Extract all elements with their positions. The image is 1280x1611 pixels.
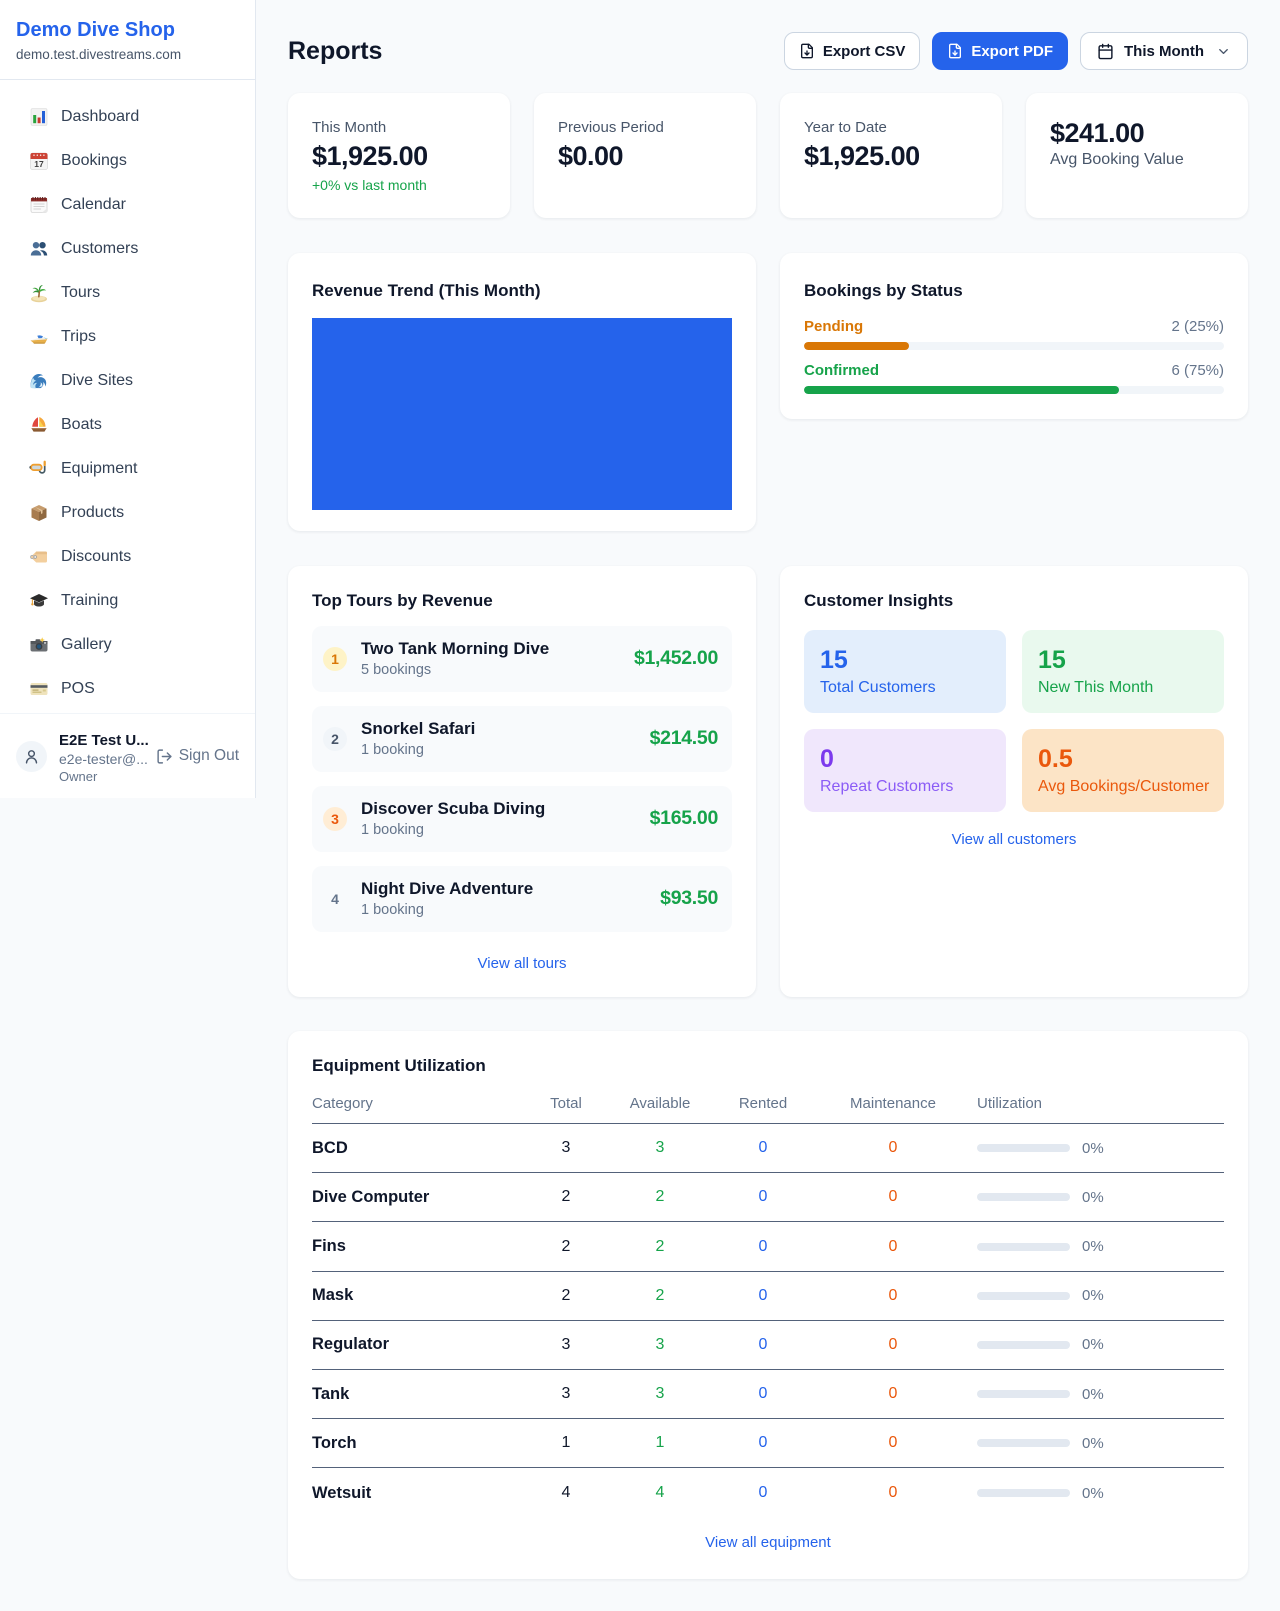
svg-text:17: 17 [34,159,44,169]
